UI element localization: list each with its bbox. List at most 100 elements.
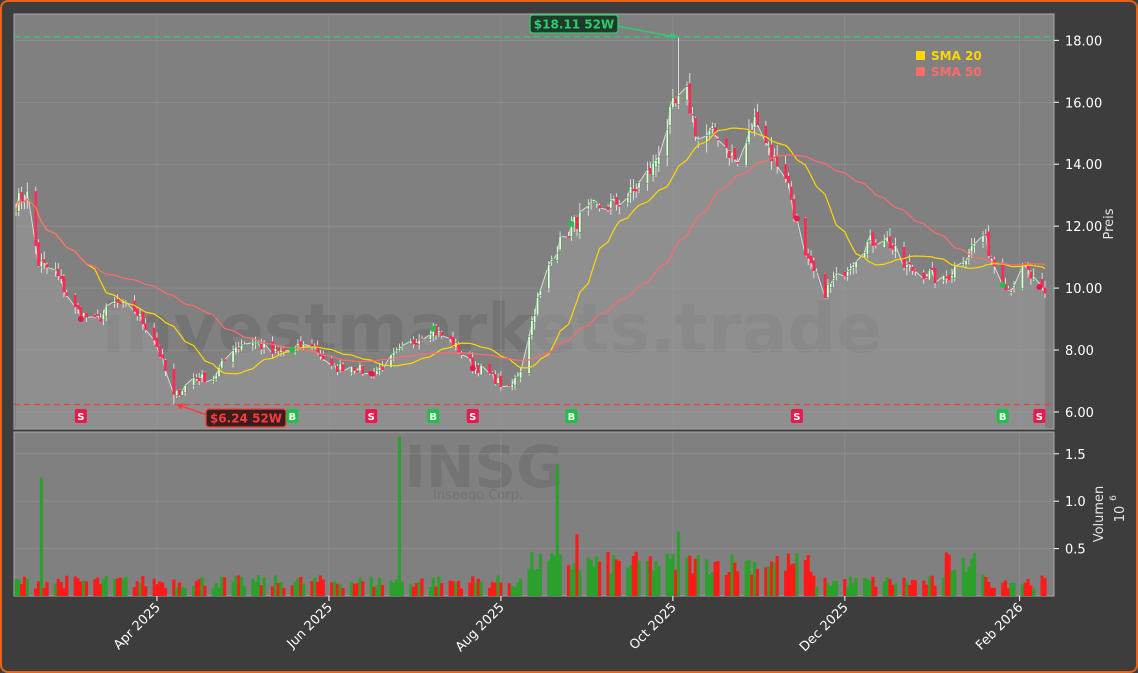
- volume-bar: [902, 577, 906, 596]
- candle-body: [392, 352, 396, 356]
- candle-body: [395, 350, 398, 353]
- volume-bar: [1043, 577, 1047, 596]
- candle-body: [617, 204, 621, 207]
- volume-bar: [73, 576, 77, 596]
- candle-body: [539, 289, 542, 296]
- candle-body: [885, 236, 889, 243]
- volume-bar: [795, 553, 799, 596]
- candle-body: [987, 231, 990, 257]
- volume-bar: [220, 576, 224, 596]
- volume-bar: [1023, 582, 1027, 596]
- candle-body: [950, 275, 954, 279]
- volume-bar: [767, 566, 771, 596]
- volume-bar: [177, 582, 182, 596]
- candle-body: [400, 345, 404, 348]
- buy-signal-marker: [427, 409, 440, 423]
- candle-body: [45, 264, 49, 268]
- volume-bar: [135, 581, 139, 596]
- volume-bar: [279, 581, 283, 596]
- volume-panel: [13, 431, 1055, 597]
- candle-body: [65, 292, 69, 296]
- volume-bar: [831, 580, 836, 596]
- volume-bar: [905, 581, 909, 596]
- candle-body: [530, 320, 534, 336]
- date-tick-label: Dec 2025: [797, 600, 852, 655]
- candle-body: [440, 332, 444, 336]
- volume-bar: [321, 579, 325, 596]
- volume-bar: [392, 582, 396, 596]
- high-52w-arrowhead: [670, 32, 679, 39]
- candle-body: [510, 383, 514, 389]
- candle-body: [609, 200, 613, 209]
- volume-bar: [1032, 588, 1036, 596]
- candle-body: [274, 348, 277, 352]
- candle-body: [854, 261, 858, 269]
- volume-bar: [118, 577, 122, 596]
- candle-body: [85, 313, 88, 318]
- candle-body: [691, 113, 694, 116]
- candle-body: [868, 234, 872, 241]
- low-52w-label: $6.24 52W: [210, 412, 282, 426]
- volume-bar: [927, 576, 932, 596]
- volume-bar: [448, 580, 452, 596]
- volume-bar: [823, 577, 827, 596]
- candle-body: [832, 278, 835, 281]
- price-tick-label: 8.00: [1065, 344, 1094, 359]
- volume-bar: [987, 581, 991, 596]
- candle-body: [341, 364, 345, 372]
- signal-label: S: [1036, 412, 1043, 423]
- volume-bar: [14, 578, 18, 596]
- candle-body: [764, 125, 768, 144]
- candle-body: [25, 190, 29, 200]
- volume-bar: [36, 581, 41, 596]
- candle-body: [981, 235, 985, 243]
- crossover-dot: [568, 220, 575, 227]
- volume-bar: [950, 570, 954, 596]
- candle-body: [911, 266, 914, 271]
- buy-signal-marker: [565, 409, 578, 423]
- price-tick-label: 6.00: [1065, 406, 1094, 421]
- candle-body: [665, 129, 669, 157]
- volume-bar: [476, 578, 480, 596]
- volume-bar: [20, 583, 24, 596]
- volume-bar: [163, 587, 168, 596]
- volume-bar: [211, 587, 215, 596]
- candle-body: [178, 389, 181, 396]
- volume-bar: [519, 578, 523, 596]
- candle-body: [708, 129, 711, 136]
- candle-body: [82, 312, 86, 317]
- price-axis-label: Preis: [1102, 208, 1117, 239]
- volume-bar: [530, 551, 534, 596]
- volume-bar: [764, 567, 768, 596]
- volume-bar: [733, 562, 737, 596]
- candle-body: [271, 341, 274, 354]
- candle-body: [775, 155, 779, 167]
- volume-bar: [513, 587, 517, 596]
- volume-bar: [355, 583, 359, 596]
- candle-body: [894, 245, 897, 253]
- candle-body: [355, 370, 359, 373]
- volume-bar: [451, 581, 455, 596]
- sma20-line: [15, 127, 1046, 375]
- volume-bar: [437, 576, 441, 596]
- volume-bar: [479, 581, 483, 596]
- candle-body: [756, 111, 759, 126]
- candle-body: [437, 330, 441, 334]
- volume-bar: [727, 571, 731, 596]
- volume-bar: [259, 585, 263, 596]
- candle-body: [913, 270, 917, 272]
- candle-body: [59, 276, 63, 279]
- candle-body: [40, 260, 43, 268]
- volume-bar: [101, 579, 105, 596]
- volume-bar: [947, 554, 951, 596]
- volume-bar: [913, 580, 917, 596]
- candle-body: [116, 299, 119, 303]
- candle-body: [448, 335, 452, 339]
- volume-bar: [550, 553, 554, 596]
- volume-bar: [155, 584, 159, 596]
- volume-bar: [507, 583, 511, 596]
- crossover-dot: [1036, 284, 1043, 291]
- volume-bar: [693, 558, 698, 596]
- date-tick-label: Feb 2026: [973, 600, 1026, 653]
